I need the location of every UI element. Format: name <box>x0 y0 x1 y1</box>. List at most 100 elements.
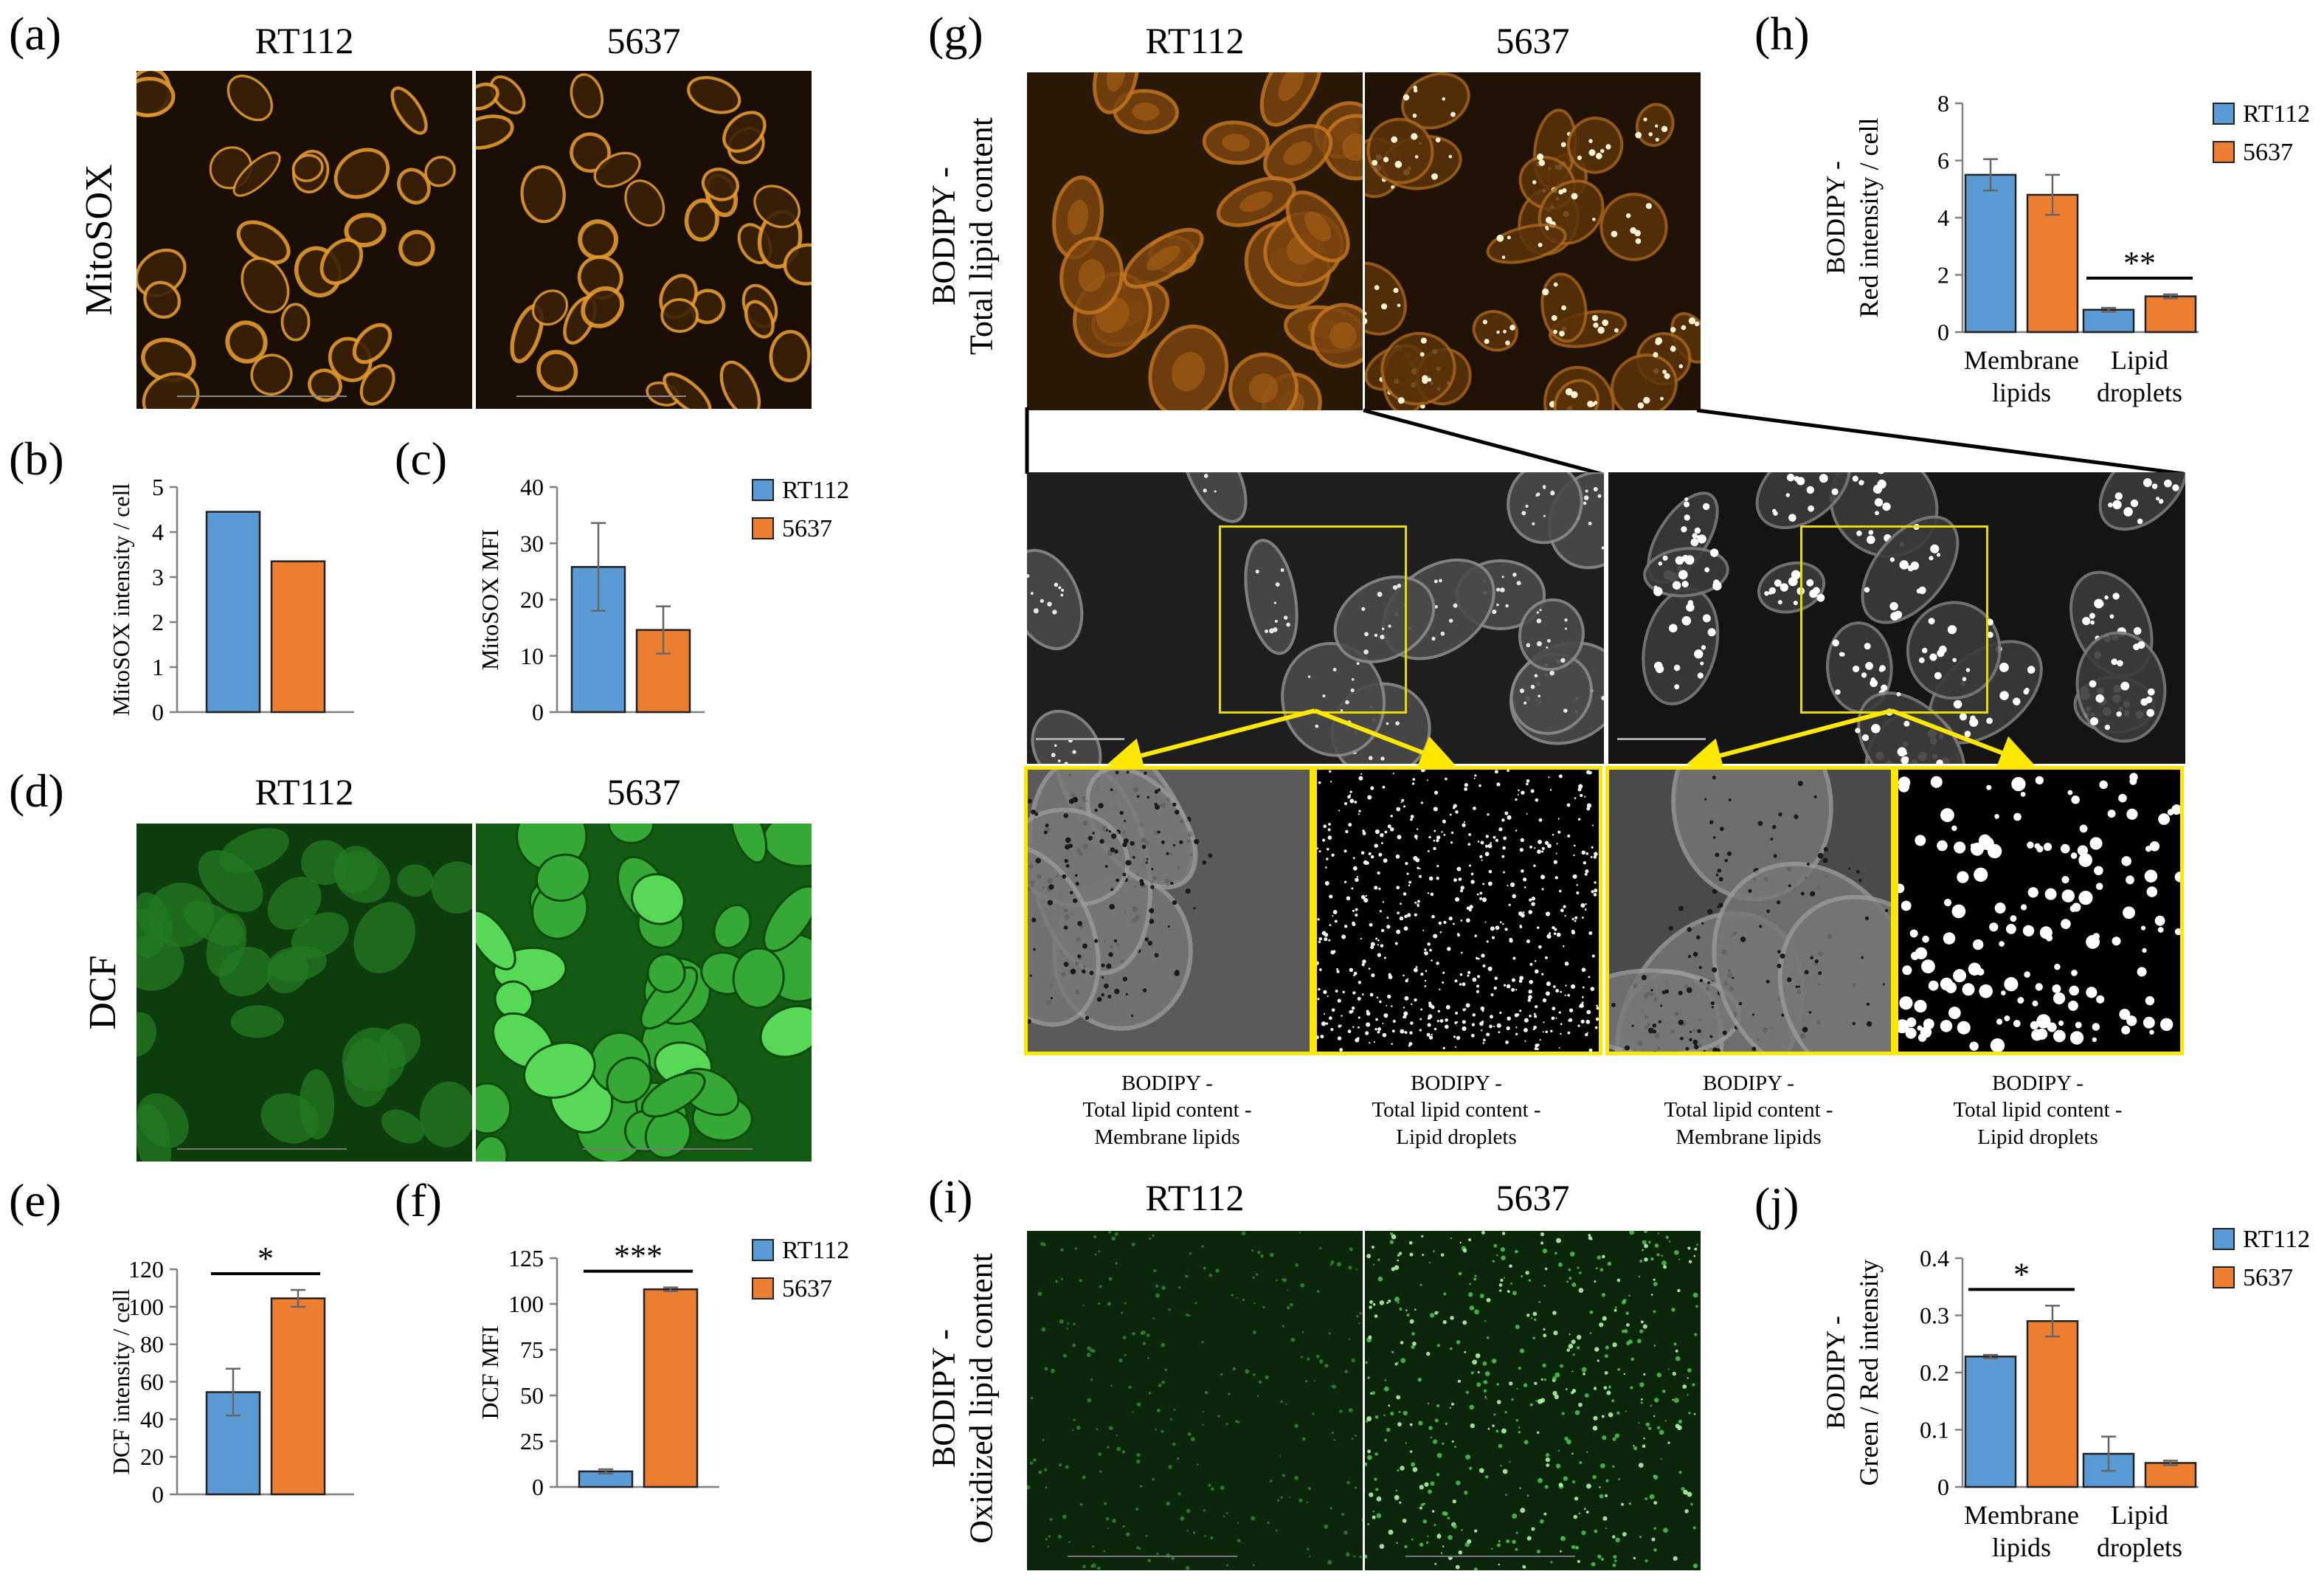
cell-texture <box>1678 1419 1683 1424</box>
cell-texture <box>1192 1531 1196 1534</box>
cell-texture <box>1491 1547 1493 1550</box>
cell-texture <box>1457 1379 1462 1383</box>
cell-texture <box>1358 776 1363 781</box>
cell-texture <box>2020 791 2026 797</box>
cell-texture <box>1640 1320 1644 1324</box>
cell-texture <box>1560 1364 1564 1368</box>
cell-texture <box>1047 1545 1050 1548</box>
legend-swatch <box>752 479 774 501</box>
cell-texture <box>1504 1277 1506 1279</box>
cell-texture <box>1485 835 1490 838</box>
cell-texture <box>1515 798 1518 801</box>
cell-texture <box>1954 841 1966 854</box>
cell-texture <box>1439 931 1442 933</box>
cell-texture <box>1321 1021 1327 1026</box>
cell-texture <box>1287 1289 1289 1291</box>
cell-texture <box>1349 794 1352 796</box>
cell-texture <box>1411 782 1415 785</box>
cell-texture <box>1645 1559 1648 1563</box>
cell-texture <box>1430 892 1434 897</box>
cell-texture <box>1501 855 1505 858</box>
cell-texture <box>1532 1311 1538 1316</box>
cell-texture <box>1215 1269 1220 1273</box>
cell-texture <box>1442 1545 1445 1547</box>
cell-texture <box>1533 1012 1536 1015</box>
cell-texture <box>1242 1298 1245 1302</box>
cell-texture <box>1600 193 1668 261</box>
cell-texture <box>1282 1278 1284 1281</box>
cell-texture <box>1486 1336 1490 1339</box>
cell-texture <box>1323 1013 1325 1015</box>
cell-texture <box>1628 1339 1633 1345</box>
cell-texture <box>1480 841 1484 845</box>
cell-texture <box>1592 824 1594 826</box>
cell-texture <box>1355 1269 1358 1271</box>
cell-texture <box>520 165 566 224</box>
cell-texture <box>1376 1496 1382 1502</box>
cell-texture <box>333 148 390 199</box>
cell-texture <box>1601 1415 1605 1418</box>
cell-texture <box>1625 1311 1629 1315</box>
cell-texture <box>1551 1016 1555 1021</box>
cell-texture <box>1474 1274 1477 1277</box>
cell-texture <box>644 1109 692 1159</box>
cell-texture <box>1399 1307 1403 1311</box>
cell-texture <box>1094 1253 1097 1256</box>
cell-texture <box>1398 1410 1401 1413</box>
cell-texture <box>1996 1018 2003 1025</box>
cell-texture <box>1365 1361 1368 1364</box>
cell-texture <box>1898 781 1909 793</box>
cell-texture <box>1397 1422 1402 1427</box>
cell-texture <box>1630 1357 1635 1362</box>
cell-texture <box>1027 1485 1031 1490</box>
cell-texture <box>1475 1353 1481 1359</box>
cell-texture <box>1351 1010 1354 1012</box>
cell-texture <box>1661 1254 1664 1257</box>
cell-texture <box>1429 1313 1435 1318</box>
cell-texture <box>640 1071 706 1118</box>
cell-texture <box>1203 1266 1206 1270</box>
cell-texture <box>2174 872 2180 883</box>
cell-texture <box>1585 869 1589 874</box>
cell-texture <box>1994 903 2006 914</box>
cell-texture <box>1391 1029 1395 1033</box>
cell-texture <box>1546 933 1552 939</box>
cell-texture <box>1504 928 1508 931</box>
cell-texture <box>1586 770 1591 775</box>
cell-texture <box>1417 866 1419 869</box>
cell-texture <box>1436 838 1439 843</box>
cell-texture <box>1552 985 1556 988</box>
cell-texture <box>1479 784 1481 787</box>
cell-texture <box>1696 1243 1698 1246</box>
cell-texture <box>1107 1302 1111 1306</box>
cell-texture <box>1542 998 1547 1003</box>
cell-texture <box>1161 1285 1166 1291</box>
cell-texture <box>684 198 719 242</box>
y-tick-label: 6 <box>1937 148 1949 174</box>
cell-texture <box>1674 1250 1679 1255</box>
cell-texture <box>1416 828 1419 830</box>
cell-texture <box>1490 993 1494 997</box>
cell-texture <box>1445 1004 1450 1010</box>
cell-texture <box>1581 1001 1584 1004</box>
cell-texture <box>1397 835 1402 840</box>
cell-texture <box>1431 914 1435 919</box>
cell-texture <box>1307 1547 1310 1551</box>
cell-texture <box>1675 1356 1681 1362</box>
cell-texture <box>1104 1502 1107 1505</box>
cell-texture <box>1146 1333 1150 1337</box>
cell-texture <box>1115 1262 1118 1265</box>
cell-texture <box>1612 1437 1616 1441</box>
cell-texture <box>1228 352 1299 410</box>
cell-texture <box>1166 1501 1170 1506</box>
cell-texture <box>1370 1392 1373 1395</box>
cell-texture <box>1107 1446 1110 1449</box>
cell-texture <box>1241 1231 1246 1236</box>
cell-texture <box>769 330 811 382</box>
cell-texture <box>1605 1345 1609 1350</box>
y-axis-label: Red intensity / cell <box>1854 118 1884 318</box>
cell-texture <box>1474 1309 1479 1315</box>
cell-texture <box>1380 842 1383 844</box>
cell-texture <box>1300 1283 1305 1288</box>
cell-texture <box>1352 991 1356 995</box>
